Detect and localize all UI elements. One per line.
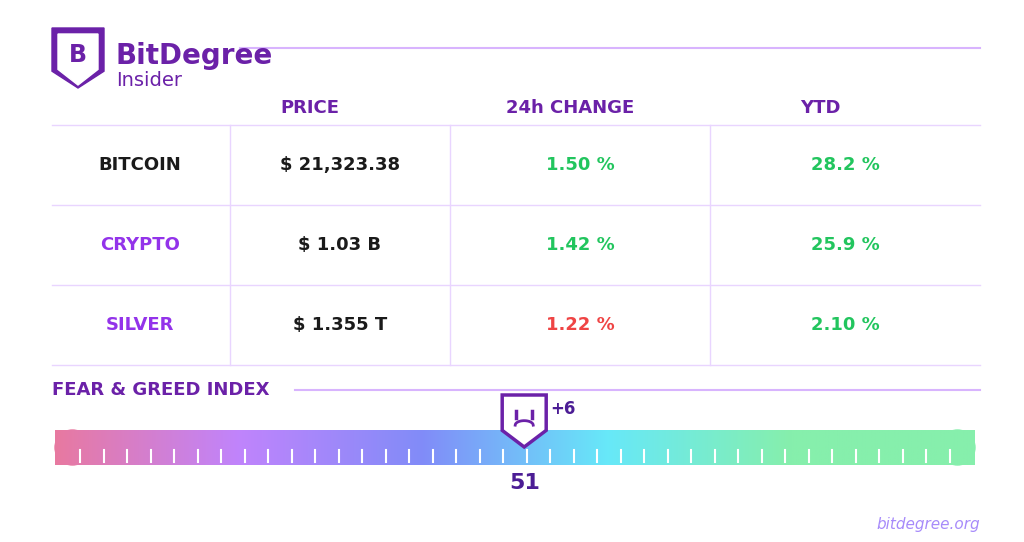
Text: 1.42 %: 1.42 % bbox=[546, 236, 614, 254]
Text: 28.2 %: 28.2 % bbox=[811, 156, 880, 174]
Text: B: B bbox=[69, 43, 87, 67]
Text: $ 1.355 T: $ 1.355 T bbox=[293, 316, 387, 334]
Text: BITCOIN: BITCOIN bbox=[98, 156, 181, 174]
Text: Insider: Insider bbox=[116, 70, 182, 89]
Text: 1.50 %: 1.50 % bbox=[546, 156, 614, 174]
Text: 2.10 %: 2.10 % bbox=[811, 316, 880, 334]
Text: BitDegree: BitDegree bbox=[116, 42, 273, 70]
Text: $ 1.03 B: $ 1.03 B bbox=[299, 236, 382, 254]
Polygon shape bbox=[502, 395, 546, 447]
Circle shape bbox=[55, 430, 90, 465]
Text: CRYPTO: CRYPTO bbox=[100, 236, 180, 254]
Text: 1.22 %: 1.22 % bbox=[546, 316, 614, 334]
Text: FEAR & GREED INDEX: FEAR & GREED INDEX bbox=[52, 381, 269, 399]
Polygon shape bbox=[52, 28, 104, 88]
Text: bitdegree.org: bitdegree.org bbox=[877, 518, 980, 532]
Text: 51: 51 bbox=[509, 473, 540, 493]
Circle shape bbox=[940, 430, 975, 465]
Text: SILVER: SILVER bbox=[105, 316, 174, 334]
Text: YTD: YTD bbox=[800, 99, 841, 117]
Text: 25.9 %: 25.9 % bbox=[811, 236, 880, 254]
Text: PRICE: PRICE bbox=[281, 99, 340, 117]
Polygon shape bbox=[58, 34, 98, 85]
Text: 24h CHANGE: 24h CHANGE bbox=[506, 99, 634, 117]
Text: +6: +6 bbox=[550, 400, 575, 418]
Text: $ 21,323.38: $ 21,323.38 bbox=[280, 156, 400, 174]
